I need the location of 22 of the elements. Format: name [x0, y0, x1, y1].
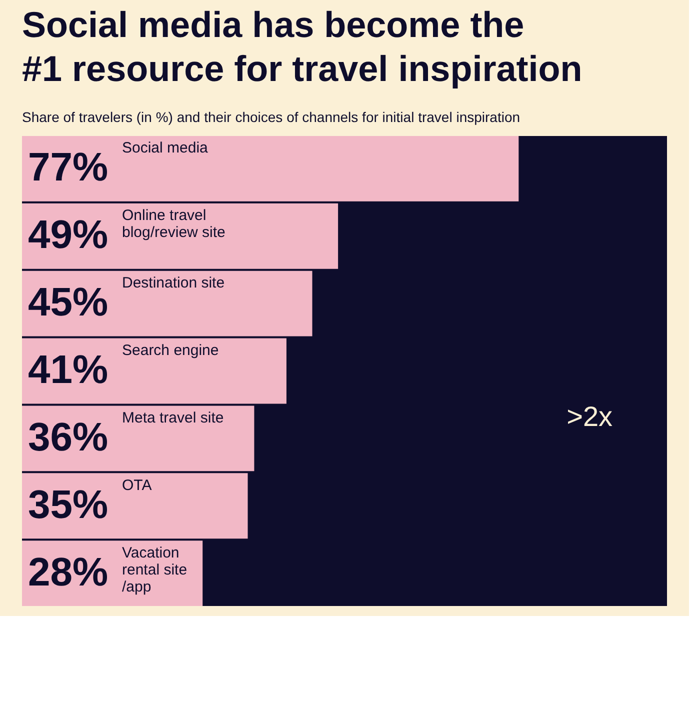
data-label: 41%: [28, 348, 108, 392]
y-tick-label: Online travel blog/review site: [122, 207, 226, 242]
data-label: 49%: [28, 213, 108, 258]
bar: [22, 136, 519, 202]
data-label: 77%: [28, 146, 108, 190]
data-label: 35%: [28, 482, 108, 527]
y-tick-label: Search engine: [122, 342, 219, 359]
y-tick-label: Vacation rental site /app: [122, 544, 188, 596]
bar: [22, 473, 248, 539]
data-label: 45%: [28, 280, 108, 325]
data-label: 36%: [28, 415, 108, 460]
bar: [22, 270, 312, 336]
annotation: >2x: [566, 401, 613, 432]
chart-subtitle: Share of travelers (in %) and their choices of channels for initial travel inspiration: [22, 109, 520, 125]
chart-title: Social media has become the #1 resource for travel inspiration: [22, 4, 582, 89]
data-label: 28%: [28, 550, 108, 594]
y-tick-label: Meta travel site: [122, 409, 224, 426]
y-tick-label: Destination site: [122, 274, 225, 292]
y-tick-label: Social media: [122, 140, 209, 157]
bar: [22, 203, 338, 269]
y-tick-label: OTA: [122, 476, 152, 494]
bar: [22, 338, 286, 404]
